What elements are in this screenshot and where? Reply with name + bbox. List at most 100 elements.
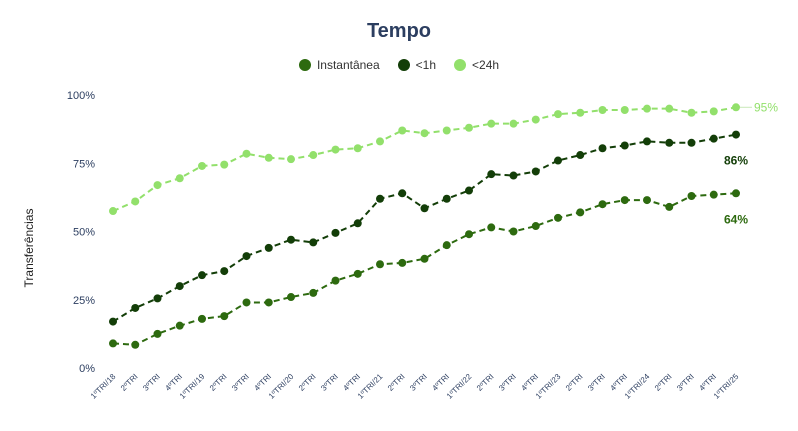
- data-point: [153, 294, 162, 303]
- data-point: [331, 276, 340, 285]
- series-line: [112, 133, 737, 323]
- x-tick-label: 3ºTRI: [586, 372, 607, 393]
- data-point: [620, 141, 629, 150]
- x-tick-label: 4ºTRI: [697, 372, 718, 393]
- x-tick-label: 1ºTRI/22: [445, 372, 474, 401]
- data-point: [554, 110, 562, 119]
- data-point: [687, 108, 696, 117]
- data-point: [687, 138, 696, 147]
- data-point: [465, 230, 473, 239]
- data-point: [576, 151, 585, 160]
- legend-item-1h[interactable]: <1h: [397, 58, 437, 72]
- data-point: [487, 223, 496, 232]
- x-tick-label: 4ºTRI: [430, 372, 451, 393]
- data-point: [220, 312, 229, 321]
- data-point: [309, 238, 318, 247]
- data-point: [376, 137, 384, 146]
- series-line: [112, 106, 737, 212]
- x-tick-label: 4ºTRI: [341, 372, 362, 393]
- x-tick-label: 2ºTRI: [119, 372, 140, 393]
- x-tick-label: 2ºTRI: [386, 372, 407, 393]
- data-point: [131, 197, 140, 206]
- data-point: [309, 151, 318, 160]
- data-point: [398, 258, 407, 267]
- x-tick-label: 4ºTRI: [163, 372, 184, 393]
- data-point: [242, 298, 251, 307]
- data-point: [398, 189, 407, 198]
- data-point: [264, 298, 273, 307]
- x-tick-label: 3ºTRI: [408, 372, 429, 393]
- data-point: [264, 153, 273, 162]
- x-tick-label: 3ºTRI: [497, 372, 518, 393]
- x-tick-label: 4ºTRI: [519, 372, 540, 393]
- data-point: [398, 126, 407, 135]
- data-point: [576, 108, 585, 117]
- legend-item-instantanea[interactable]: Instantânea: [298, 58, 380, 72]
- data-point: [353, 269, 362, 278]
- data-point: [643, 196, 651, 205]
- data-point: [109, 207, 117, 216]
- data-point: [709, 190, 718, 199]
- data-point: [153, 329, 162, 338]
- data-point: [598, 106, 607, 115]
- data-point: [665, 202, 674, 211]
- data-point: [554, 156, 562, 165]
- data-point: [509, 119, 518, 128]
- legend-item-24h[interactable]: <24h: [454, 58, 499, 72]
- data-point: [531, 167, 540, 176]
- legend: Instantânea <1h <24h: [0, 58, 798, 72]
- data-point: [665, 104, 674, 113]
- data-point: [242, 149, 251, 158]
- data-point: [242, 252, 251, 261]
- x-tick-label: 1ºTRI/18: [89, 372, 118, 401]
- data-point: [620, 106, 629, 115]
- x-tick-label: 1ºTRI/25: [712, 372, 741, 401]
- data-point: [109, 339, 117, 348]
- y-tick-label: 0%: [79, 363, 95, 375]
- data-point: [153, 181, 162, 190]
- data-point: [175, 174, 184, 183]
- end-value-label: 95%: [754, 100, 778, 114]
- x-tick-label: 3ºTRI: [675, 372, 696, 393]
- data-point: [376, 260, 384, 269]
- data-point: [198, 314, 206, 323]
- x-tick-label: 3ºTRI: [141, 372, 162, 393]
- legend-swatch-24h: [454, 59, 467, 71]
- legend-label-1h: <1h: [415, 58, 437, 72]
- data-point: [198, 161, 206, 170]
- x-tick-label: 2ºTRI: [564, 372, 585, 393]
- data-point: [353, 219, 362, 228]
- legend-swatch-1h: [397, 59, 410, 71]
- data-point: [598, 144, 607, 153]
- data-point: [531, 115, 540, 124]
- legend-swatch-instantanea: [298, 59, 311, 71]
- x-tick-label: 3ºTRI: [319, 372, 340, 393]
- data-point: [309, 288, 318, 297]
- end-value-label: 86%: [724, 154, 748, 168]
- data-point: [220, 267, 229, 276]
- data-point: [287, 293, 295, 302]
- data-point: [709, 107, 718, 116]
- data-point: [598, 200, 607, 209]
- data-point: [554, 213, 562, 222]
- x-tick-label: 4ºTRI: [608, 372, 629, 393]
- data-point: [220, 160, 229, 169]
- x-tick-label: 2ºTRI: [475, 372, 496, 393]
- data-point: [442, 241, 451, 250]
- data-point: [442, 126, 451, 135]
- chart-title: Tempo: [366, 20, 432, 42]
- data-point: [131, 303, 140, 312]
- data-point: [175, 321, 184, 330]
- data-point: [732, 103, 740, 112]
- end-value-label: 64%: [724, 212, 748, 226]
- data-point: [198, 271, 206, 280]
- data-point: [420, 204, 429, 213]
- data-point: [331, 145, 340, 154]
- data-point: [732, 189, 740, 198]
- data-point: [620, 196, 629, 205]
- x-tick-label: 3ºTRI: [230, 372, 251, 393]
- data-point: [109, 317, 117, 326]
- data-point: [331, 228, 340, 237]
- legend-label-instantanea: Instantânea: [316, 58, 380, 72]
- data-point: [709, 134, 718, 143]
